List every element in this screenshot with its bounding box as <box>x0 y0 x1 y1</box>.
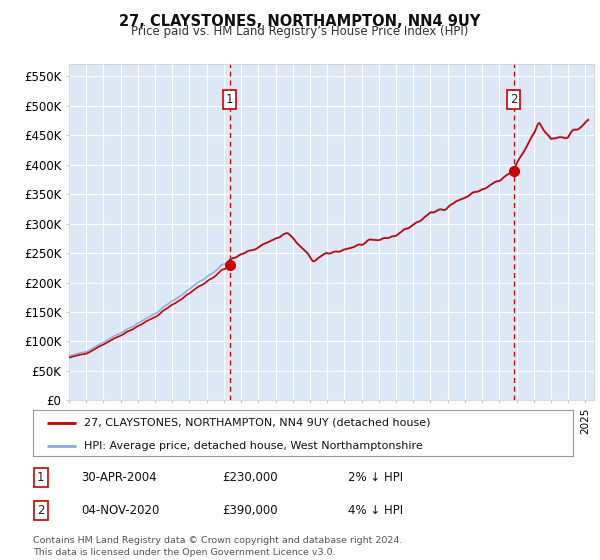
Text: 27, CLAYSTONES, NORTHAMPTON, NN4 9UY (detached house): 27, CLAYSTONES, NORTHAMPTON, NN4 9UY (de… <box>84 418 431 428</box>
Text: 4% ↓ HPI: 4% ↓ HPI <box>348 504 403 517</box>
Text: 1: 1 <box>226 93 233 106</box>
Text: 30-APR-2004: 30-APR-2004 <box>81 470 157 484</box>
Text: £390,000: £390,000 <box>222 504 278 517</box>
Text: Contains HM Land Registry data © Crown copyright and database right 2024.
This d: Contains HM Land Registry data © Crown c… <box>33 536 403 557</box>
Text: 27, CLAYSTONES, NORTHAMPTON, NN4 9UY: 27, CLAYSTONES, NORTHAMPTON, NN4 9UY <box>119 14 481 29</box>
Text: 2: 2 <box>510 93 518 106</box>
Text: HPI: Average price, detached house, West Northamptonshire: HPI: Average price, detached house, West… <box>84 441 423 451</box>
Text: 2: 2 <box>37 504 44 517</box>
Text: 1: 1 <box>37 470 44 484</box>
Text: £230,000: £230,000 <box>222 470 278 484</box>
Text: 04-NOV-2020: 04-NOV-2020 <box>81 504 160 517</box>
Text: Price paid vs. HM Land Registry’s House Price Index (HPI): Price paid vs. HM Land Registry’s House … <box>131 25 469 38</box>
Text: 2% ↓ HPI: 2% ↓ HPI <box>348 470 403 484</box>
